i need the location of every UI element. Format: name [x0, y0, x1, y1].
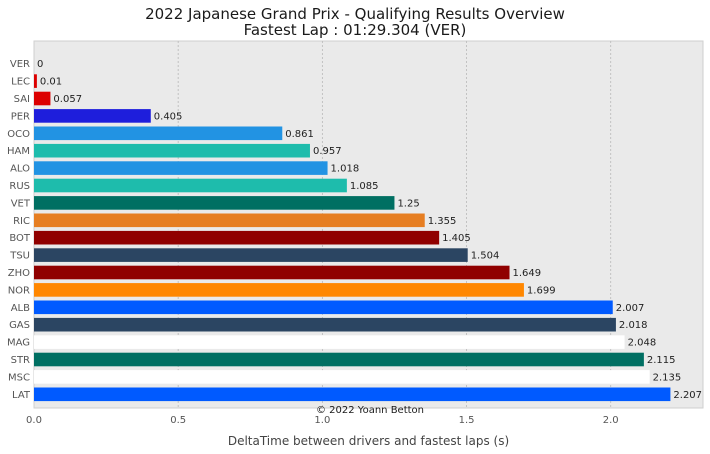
x-tick-label: 2.0 [603, 415, 619, 426]
y-tick-label: ALO [10, 164, 30, 175]
bar-alb [34, 300, 613, 315]
bar-lat [34, 387, 671, 402]
value-label: 1.699 [527, 285, 556, 296]
y-tick-label: ZHO [8, 268, 30, 279]
value-label: 1.085 [350, 181, 379, 192]
y-tick-label: VET [11, 198, 31, 209]
y-tick-label: TSU [9, 251, 30, 262]
bar-sai [34, 91, 51, 106]
bar-oco [34, 126, 283, 141]
bar-ric [34, 213, 425, 228]
x-tick-label: 0.5 [170, 415, 186, 426]
y-tick-label: GAS [9, 320, 30, 331]
chart-subtitle: Fastest Lap : 01:29.304 (VER) [243, 21, 467, 39]
y-tick-label: LEC [11, 77, 30, 88]
bar-bot [34, 230, 440, 245]
value-label: 1.405 [442, 233, 471, 244]
x-tick-labels: 0.0 0.5 1.0 1.5 2.0 [26, 415, 619, 426]
y-tick-label: MSC [8, 372, 30, 383]
x-tick-label: 1.5 [459, 415, 475, 426]
value-label: 0.057 [53, 94, 82, 105]
y-tick-label: PER [11, 111, 30, 122]
value-label: 1.504 [471, 251, 500, 262]
chart-title: 2022 Japanese Grand Prix - Qualifying Re… [145, 5, 565, 23]
bar-tsu [34, 248, 468, 262]
y-tick-labels: VER LEC SAI PER OCO HAM ALO RUS VET RIC BOT TSU ZHO N… [7, 59, 31, 401]
y-tick-label: NOR [8, 285, 30, 296]
value-label: 0.01 [40, 77, 62, 88]
value-label: 0.957 [313, 146, 342, 157]
value-label: 2.018 [619, 320, 648, 331]
value-label: 2.007 [616, 303, 645, 314]
credit-annotation: © 2022 Yoann Betton [316, 405, 424, 416]
y-tick-label: VER [10, 59, 30, 70]
bar-msc [34, 370, 650, 384]
x-tick-label: 0.0 [26, 415, 42, 426]
bars [34, 74, 671, 402]
x-axis-label: DeltaTime between drivers and fastest la… [227, 434, 510, 448]
value-label: 2.207 [673, 390, 702, 401]
value-label: 1.018 [331, 164, 360, 175]
bar-rus [34, 178, 347, 193]
y-tick-label: LAT [12, 390, 31, 401]
value-label: 2.115 [647, 355, 676, 366]
value-label: 0.861 [285, 129, 314, 140]
bar-str [34, 352, 644, 367]
value-label: 1.355 [428, 216, 457, 227]
y-tick-label: SAI [14, 94, 30, 105]
bar-alo [34, 161, 328, 175]
y-tick-label: OCO [7, 129, 30, 140]
bar-zho [34, 265, 510, 280]
y-tick-label: STR [11, 355, 30, 366]
bar-per [34, 109, 151, 123]
value-label: 2.135 [653, 372, 682, 383]
x-tick-label: 1.0 [314, 415, 330, 426]
y-tick-label: ALB [11, 303, 30, 314]
y-tick-label: HAM [7, 146, 30, 157]
y-tick-label: RUS [9, 181, 30, 192]
y-tick-label: BOT [9, 233, 31, 244]
value-label: 1.25 [397, 198, 419, 209]
bar-mag [34, 335, 625, 349]
bar-gas [34, 317, 616, 332]
value-labels: 0 0.01 0.057 0.405 0.861 0.957 1.018 1.085 1.25 1… [37, 59, 702, 401]
value-label: 0 [37, 59, 43, 70]
bar-ham [34, 143, 310, 158]
value-label: 2.048 [628, 338, 657, 349]
y-tick-label: RIC [13, 216, 30, 227]
bar-nor [34, 283, 524, 297]
bar-lec [34, 74, 37, 88]
y-tick-label: MAG [7, 338, 30, 349]
bar-vet [34, 196, 395, 210]
value-label: 1.649 [513, 268, 542, 279]
value-label: 0.405 [154, 111, 183, 122]
